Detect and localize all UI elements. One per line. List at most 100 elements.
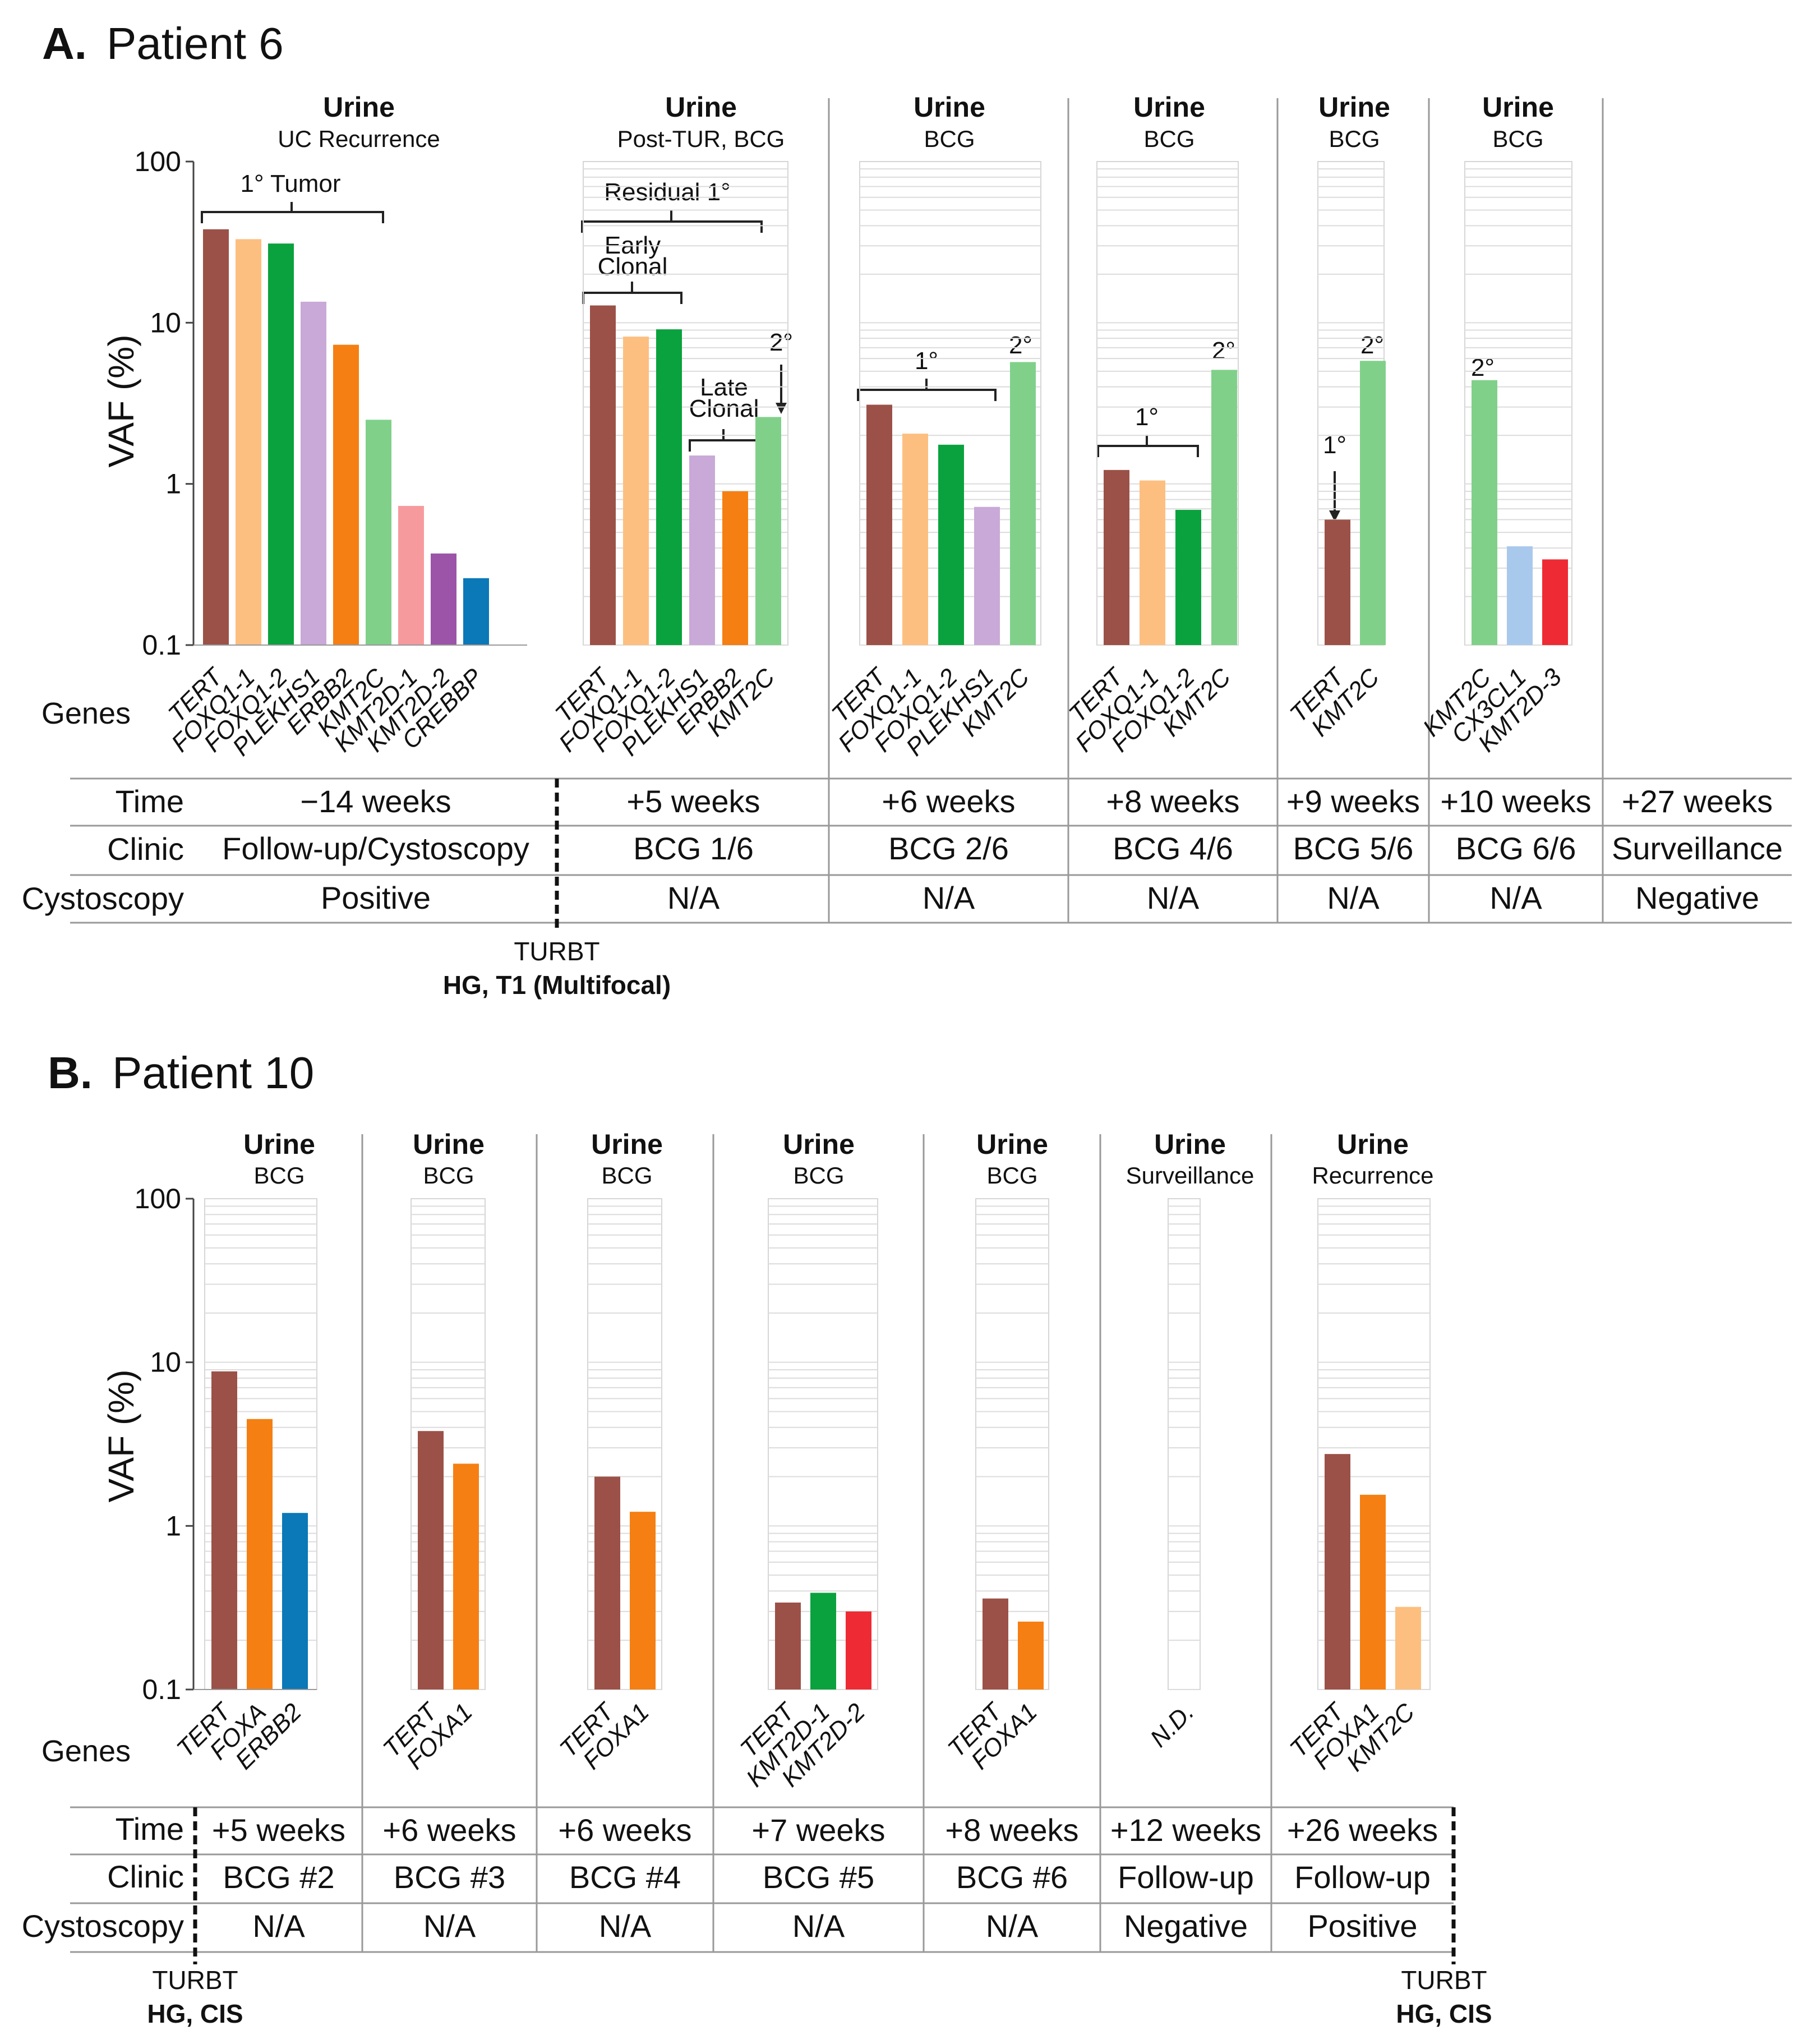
panel-b-title: Patient 10 [112, 1048, 314, 1098]
panel-a-letter: A. [42, 19, 87, 68]
bracket-primary-tumor [201, 202, 384, 223]
y-tick-label-a-3: 0.1 [142, 629, 181, 661]
panel-b-ylabel: VAF (%) [101, 1369, 141, 1502]
column-subtitle-b-2: BCG [601, 1162, 652, 1189]
bar-a-3-foxq1-1 [1140, 480, 1165, 645]
time-cell-b-0: +5 weeks [212, 1812, 345, 1848]
column-title-a-4: Urine [1318, 91, 1390, 123]
bar-a-0-kmt2d-1 [398, 505, 424, 645]
panel-a-turbt-label: TURBT [514, 937, 599, 966]
column-title-b-0: Urine [243, 1129, 315, 1160]
clinic-cell-a-2: BCG 2/6 [888, 831, 1009, 866]
time-cell-b-2: +6 weeks [558, 1812, 691, 1848]
time-cell-b-4: +8 weeks [945, 1812, 1078, 1848]
bracket-residual-primary [581, 210, 763, 233]
time-cell-a-2: +6 weeks [882, 784, 1015, 819]
bar-b-6-kmt2c [1395, 1606, 1421, 1689]
clinic-cell-a-0: Follow-up/Cystoscopy [222, 831, 529, 866]
cystoscopy-cell-b-5: Negative [1124, 1908, 1248, 1944]
column-title-b-5: Urine [1154, 1129, 1226, 1160]
panel-b-turbt-left-label: TURBT [152, 1965, 238, 1995]
panel-a-genes-label: Genes [41, 697, 131, 730]
column-subtitle-a-1: Post-TUR, BCG [617, 126, 785, 152]
clinic-cell-a-3: BCG 4/6 [1113, 831, 1233, 866]
column-subtitle-b-0: BCG [253, 1162, 305, 1189]
bar-a-2-plekhs1 [974, 507, 1000, 645]
column-subtitle-a-0: UC Recurrence [278, 126, 440, 152]
panel-b-genes-label: Genes [41, 1734, 131, 1768]
bar-a-1-kmt2c [755, 417, 781, 645]
column-title-b-3: Urine [783, 1129, 855, 1160]
column-subtitle-a-3: BCG [1143, 126, 1194, 152]
clinic-cell-a-4: BCG 5/6 [1293, 831, 1414, 866]
annotation-primary-col4: 1° [1135, 403, 1159, 431]
clinic-cell-b-5: Follow-up [1118, 1859, 1254, 1895]
clinic-cell-b-6: Follow-up [1294, 1859, 1431, 1895]
panel-a-arrowheads [776, 403, 1340, 522]
bar-a-5-cx3cl1 [1507, 546, 1533, 645]
cystoscopy-cell-a-5: N/A [1489, 880, 1542, 915]
column-title-a-0: Urine [323, 91, 395, 123]
y-tick-label-b-1: 10 [150, 1347, 181, 1378]
bar-a-0-crebbp [463, 578, 489, 645]
annotation-primary-col3: 1° [915, 347, 938, 375]
column-title-b-1: Urine [413, 1129, 485, 1160]
bar-a-4-tert [1325, 519, 1350, 645]
annotation-secondary-col5: 2° [1360, 332, 1384, 359]
bracket-primary-col4 [1097, 435, 1199, 457]
bar-a-2-kmt2c [1010, 362, 1036, 645]
y-tick-label-b-0: 100 [135, 1183, 181, 1214]
bracket-early-clonal [582, 282, 682, 304]
panel-b-row-label-cystoscopy: Cystoscopy [22, 1908, 184, 1944]
cystoscopy-cell-a-4: N/A [1327, 880, 1380, 915]
column-title-b-2: Urine [591, 1129, 663, 1160]
column-subtitle-a-5: BCG [1492, 126, 1543, 152]
bar-a-3-kmt2c [1211, 370, 1237, 645]
bar-a-3-tert [1104, 469, 1129, 645]
clinic-cell-b-3: BCG #5 [763, 1859, 874, 1895]
bar-b-1-tert [418, 1431, 444, 1689]
annotation-secondary-col2: 2° [769, 329, 793, 356]
time-cell-a-3: +8 weeks [1106, 784, 1239, 819]
bar-b-6-tert [1325, 1454, 1350, 1689]
clinic-cell-a-1: BCG 1/6 [633, 831, 754, 866]
column-subtitle-b-4: BCG [986, 1162, 1037, 1189]
column-title-a-1: Urine [665, 91, 737, 123]
cystoscopy-cell-b-3: N/A [792, 1908, 845, 1944]
time-cell-b-6: +26 weeks [1287, 1812, 1438, 1848]
column-subtitle-b-6: Recurrence [1312, 1162, 1433, 1189]
bar-a-1-erbb2 [722, 491, 748, 645]
panel-a-title: Patient 6 [107, 19, 284, 68]
column-subtitle-a-4: BCG [1329, 126, 1380, 152]
bracket-primary-col3 [857, 379, 997, 401]
clinic-cell-b-1: BCG #3 [394, 1859, 505, 1895]
column-title-b-4: Urine [976, 1129, 1048, 1160]
panel-b-turbt-left-detail: HG, CIS [147, 1999, 243, 2028]
bar-a-1-foxq1-1 [623, 337, 649, 645]
cystoscopy-cell-a-6: Negative [1635, 880, 1759, 915]
cystoscopy-cell-a-0: Positive [321, 880, 431, 915]
panel-a-turbt-detail: HG, T1 (Multifocal) [443, 970, 671, 1000]
bar-a-2-foxq1-1 [902, 434, 928, 645]
bar-a-0-foxq1-2 [268, 243, 294, 645]
bar-a-1-plekhs1 [689, 455, 715, 645]
cystoscopy-cell-a-1: N/A [667, 880, 720, 915]
clinic-cell-b-0: BCG #2 [223, 1859, 334, 1895]
bar-b-1-foxa1 [453, 1463, 479, 1689]
annotation-residual-primary: Residual 1° [604, 178, 731, 206]
panel-b-turbt-right-label: TURBT [1401, 1965, 1487, 1995]
bar-a-0-tert [203, 229, 229, 645]
y-tick-label-b-2: 1 [165, 1510, 181, 1541]
arrowhead-primary-col5 [1329, 510, 1340, 522]
bar-a-2-tert [866, 404, 892, 645]
column-subtitle-b-5: Surveillance [1126, 1162, 1254, 1189]
bar-b-4-foxa1 [1018, 1621, 1044, 1689]
column-title-a-3: Urine [1133, 91, 1205, 123]
bar-a-2-foxq1-2 [938, 444, 964, 645]
bracket-late-clonal [689, 429, 760, 452]
bar-b-6-foxa1 [1360, 1494, 1386, 1689]
y-tick-label-a-0: 100 [135, 146, 181, 177]
column-title-a-2: Urine [914, 91, 985, 123]
annotation-secondary-col3: 2° [1009, 332, 1032, 359]
column-subtitle-b-3: BCG [793, 1162, 844, 1189]
